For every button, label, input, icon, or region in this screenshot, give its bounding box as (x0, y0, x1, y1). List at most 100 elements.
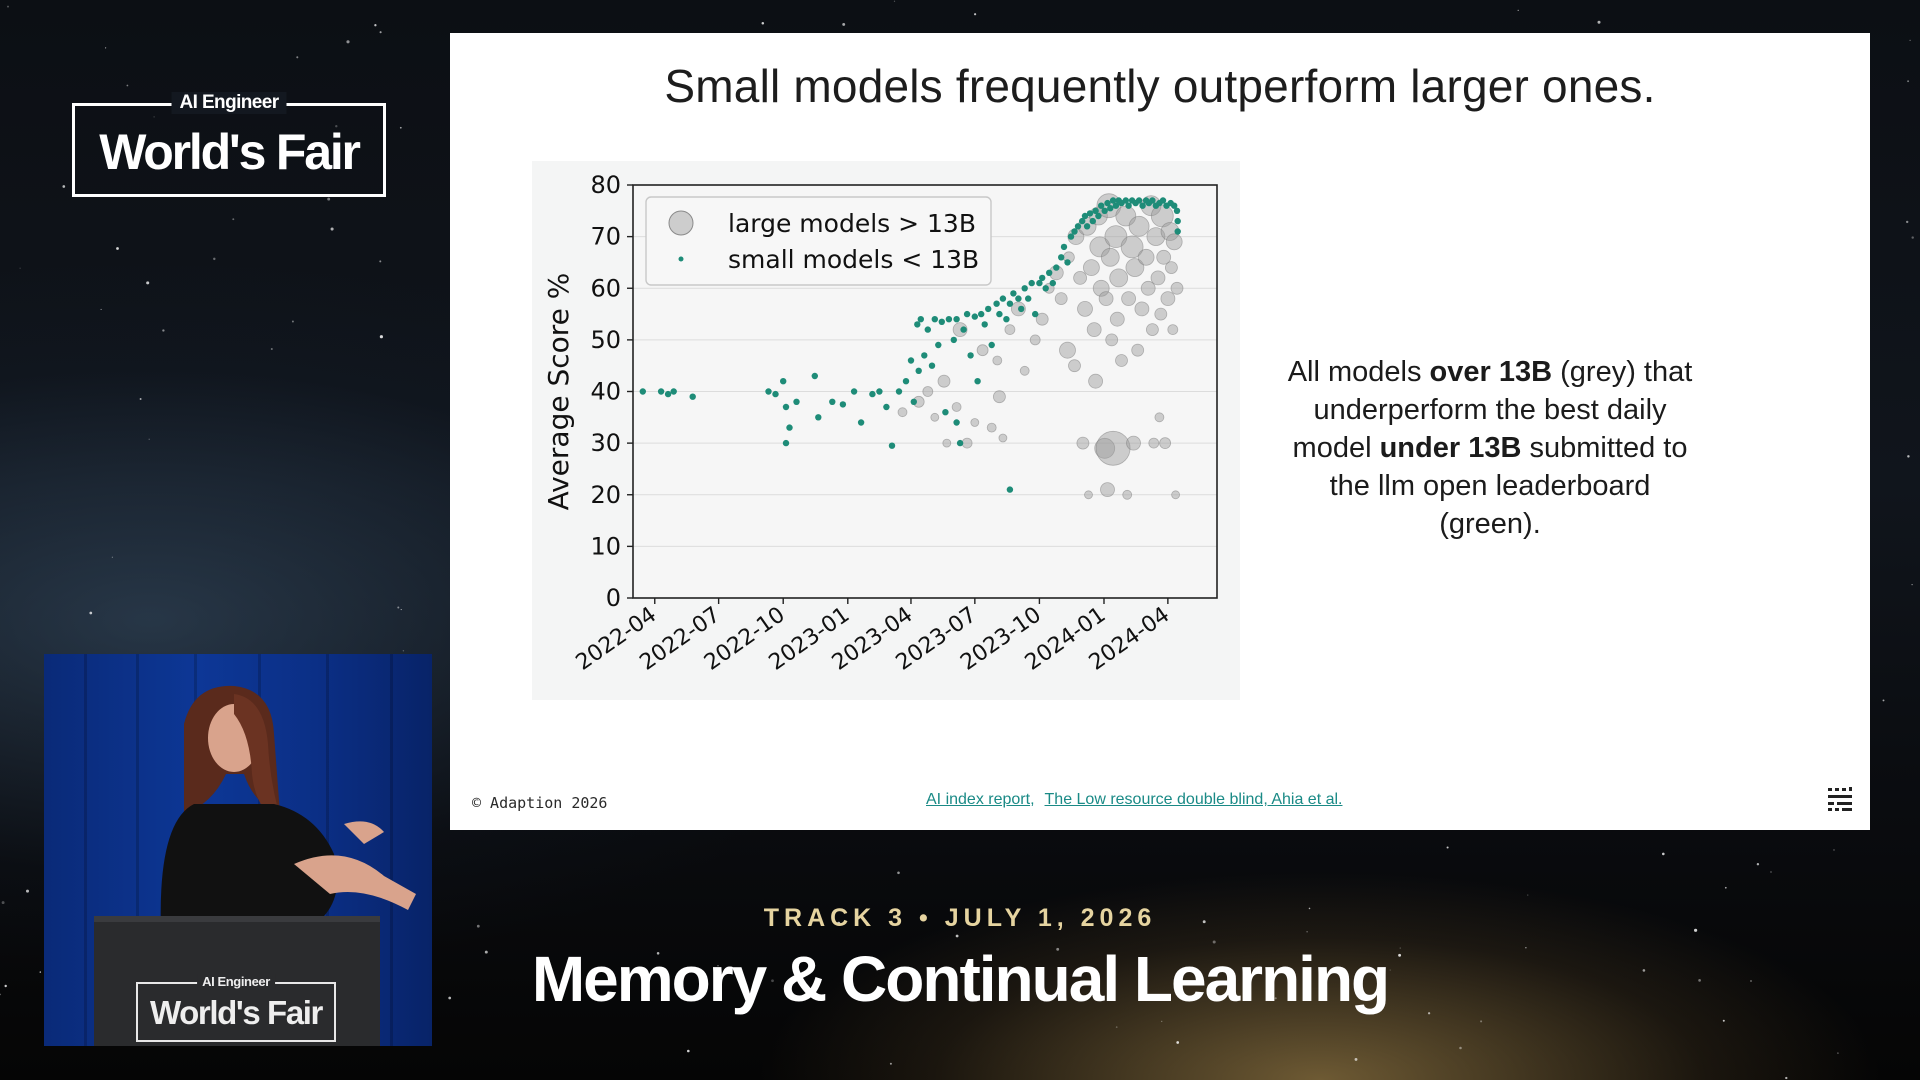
star (0, 993, 1, 996)
legend-label-small: small models < 13B (728, 245, 979, 274)
star (270, 347, 273, 351)
small-model-point (902, 378, 910, 385)
small-model-point (953, 419, 960, 426)
large-model-point (1140, 280, 1156, 296)
small-model-point (657, 388, 665, 395)
large-model-point (1160, 291, 1176, 307)
large-model-point (1165, 261, 1178, 274)
small-model-point (945, 316, 953, 323)
star (974, 13, 977, 16)
plot-frame (632, 184, 1218, 599)
star (842, 22, 846, 26)
large-model-point (1100, 482, 1115, 498)
star (1882, 699, 1885, 702)
star (686, 1049, 690, 1053)
star (590, 994, 592, 996)
star (296, 56, 299, 59)
small-model-point (974, 378, 981, 385)
y-tick-label: 10 (590, 532, 621, 560)
star (1770, 871, 1772, 873)
large-model-point (1059, 341, 1076, 359)
star (1724, 886, 1727, 889)
small-model-point (1089, 217, 1096, 225)
large-model-point (1154, 412, 1165, 423)
small-model-point (971, 313, 978, 320)
large-model-point (986, 422, 997, 433)
star (213, 257, 216, 261)
legend-marker-large (668, 210, 694, 236)
star (1176, 1041, 1180, 1044)
large-model-point (1086, 322, 1102, 338)
star (1308, 907, 1311, 910)
star (126, 84, 129, 87)
large-model-point (1167, 324, 1179, 336)
star (771, 979, 774, 983)
small-model-point (786, 424, 793, 431)
y-tick-label: 30 (590, 429, 621, 457)
small-model-point (1058, 254, 1065, 261)
small-model-point (1042, 285, 1049, 292)
small-model-point (928, 362, 936, 369)
large-model-point (1077, 300, 1093, 317)
star (1785, 1076, 1788, 1080)
large-model-point (1109, 311, 1125, 327)
slide-references: AI index report, The Low resource double … (926, 791, 1342, 809)
legend-box (645, 196, 992, 286)
large-model-point (952, 322, 968, 338)
star (1306, 931, 1308, 933)
star (1756, 863, 1760, 866)
small-model-point (1107, 205, 1114, 212)
star (1525, 947, 1527, 949)
small-model-point (1036, 279, 1043, 287)
large-model-point (1148, 437, 1160, 449)
large-model-point (1073, 271, 1087, 285)
y-tick-label: 40 (590, 378, 621, 406)
large-model-point (942, 438, 952, 448)
callout-text-1: All models (1287, 356, 1430, 388)
y-tick-label: 60 (590, 274, 621, 302)
small-model-point (1104, 199, 1111, 207)
star (1212, 940, 1216, 944)
star (400, 609, 402, 611)
large-model-point (1104, 225, 1128, 248)
star (146, 281, 150, 285)
star (291, 320, 294, 323)
star (1911, 583, 1913, 586)
small-model-point (780, 378, 787, 385)
large-model-point (1150, 270, 1166, 286)
small-model-point (915, 367, 922, 374)
small-model-point (782, 403, 790, 411)
star (761, 22, 765, 25)
small-model-point (985, 305, 992, 313)
small-model-point (950, 336, 957, 344)
small-model-point (1092, 207, 1099, 214)
small-model-point (993, 300, 1000, 307)
large-model-point (1125, 258, 1145, 277)
reference-link-ahia[interactable]: The Low resource double blind, Ahia et a… (1044, 791, 1343, 808)
large-model-point (1165, 233, 1183, 251)
small-model-point (1173, 207, 1181, 214)
small-model-point (1053, 264, 1060, 271)
small-model-point (782, 439, 790, 447)
large-model-point (998, 433, 1008, 443)
small-model-point (921, 352, 928, 359)
large-model-point (1131, 343, 1145, 357)
small-model-point (1122, 197, 1129, 204)
small-model-point (1071, 228, 1078, 235)
large-model-point (1076, 436, 1090, 450)
star (448, 996, 452, 1000)
star (1698, 979, 1701, 982)
large-model-point (961, 437, 973, 449)
reference-link-ai-index[interactable]: AI index report (926, 791, 1031, 808)
large-model-point (1154, 307, 1168, 321)
large-model-point (992, 390, 1006, 404)
star (116, 247, 119, 250)
small-model-point (907, 357, 915, 364)
podium-name: World's Fair (150, 994, 323, 1031)
presentation-slide: Small models frequently outperform large… (450, 33, 1870, 830)
star (1527, 894, 1529, 896)
small-model-point (883, 403, 890, 411)
large-model-point (897, 407, 908, 418)
small-model-point (857, 419, 865, 426)
callout-text-3: submitted to the llm open leaderboard (g… (1329, 432, 1688, 540)
